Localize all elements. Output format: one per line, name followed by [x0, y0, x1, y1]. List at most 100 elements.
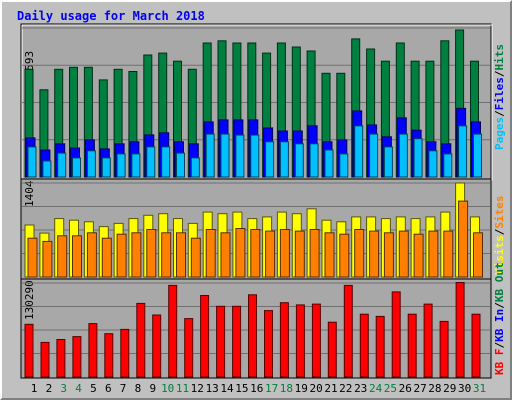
x-tick-label: 26 — [399, 382, 412, 395]
bar-sites — [57, 235, 68, 278]
x-tick-label: 6 — [105, 382, 112, 395]
x-tick-label: 24 — [369, 382, 383, 395]
bar-sites — [413, 233, 424, 278]
bar-sites — [339, 233, 350, 278]
legend-visits-sites: Visits/Sites — [493, 196, 506, 276]
bar-sites — [190, 237, 201, 278]
y-max-label-visits: 1404 — [23, 180, 36, 207]
bar-kbf — [152, 314, 162, 378]
x-tick-label: 22 — [339, 382, 352, 395]
legend-kbin: KB In — [493, 309, 506, 342]
x-tick-label: 20 — [309, 382, 322, 395]
x-tick-label: 16 — [250, 382, 263, 395]
bar-pages — [473, 133, 482, 178]
bar-kbf — [375, 315, 385, 378]
bar-pages — [101, 157, 111, 178]
x-tick-label: 13 — [206, 382, 219, 395]
bar-sites — [443, 230, 454, 278]
bar-pages — [309, 143, 319, 178]
bar-kbf — [104, 333, 114, 378]
bar-kbf — [359, 313, 369, 378]
bar-sites — [235, 228, 246, 278]
bar-kbf — [439, 320, 449, 378]
x-tick-label: 4 — [75, 382, 82, 395]
bar-pages — [398, 133, 408, 178]
bar-sites — [458, 200, 469, 278]
bar-pages — [131, 153, 141, 178]
bar-pages — [161, 146, 171, 178]
bar-kbf — [279, 302, 289, 378]
bar-kbf — [248, 294, 257, 378]
bar-pages — [443, 153, 453, 178]
x-axis-labels: 1 2 3 4 5 6 7 8 9 10 11 12 13 14 15 16 17 18 19 20 21 22 23 24 2… — [31, 382, 486, 395]
bar-sites — [398, 230, 409, 278]
bar-sites — [428, 230, 439, 278]
bar-sites — [42, 240, 53, 278]
bar-kbf — [471, 313, 481, 378]
bar-sites — [279, 229, 290, 278]
x-tick-label: 18 — [280, 382, 293, 395]
bar-pages — [324, 149, 334, 178]
x-tick-label: 30 — [458, 382, 471, 395]
bar-kbf — [88, 323, 98, 378]
x-tick-label: 12 — [191, 382, 204, 395]
chart-title: Daily usage for March 2018 — [17, 9, 205, 23]
bar-sites — [131, 232, 142, 278]
bar-sites — [369, 230, 380, 278]
bar-pages — [383, 146, 393, 178]
bar-kbf — [311, 303, 321, 378]
bar-kbf — [56, 339, 66, 378]
x-tick-label: 23 — [354, 382, 367, 395]
bar-kbf — [232, 305, 242, 378]
x-tick-label: 14 — [220, 382, 234, 395]
bar-kbf — [295, 304, 305, 378]
bar-pages — [279, 141, 289, 178]
x-tick-label: 7 — [120, 382, 127, 395]
bar-pages — [265, 141, 275, 178]
bar-kbf — [455, 282, 465, 378]
bar-pages — [86, 150, 96, 178]
bar-sites — [294, 230, 305, 278]
bar-pages — [116, 153, 126, 178]
bar-kbf — [327, 321, 337, 378]
bar-sites — [220, 232, 231, 278]
bar-pages — [42, 160, 52, 178]
x-tick-label: 9 — [149, 382, 156, 395]
bar-sites — [354, 229, 365, 278]
bar-kbf — [72, 336, 82, 378]
bar-pages — [27, 146, 37, 178]
bar-sites — [161, 232, 172, 278]
x-tick-label: 1 — [31, 382, 38, 395]
bar-kbf — [40, 341, 50, 378]
bar-pages — [146, 146, 156, 178]
bar-kbf — [24, 323, 34, 378]
x-tick-label: 19 — [295, 382, 308, 395]
bar-kbf — [184, 318, 194, 378]
bar-kbf — [120, 328, 130, 378]
legend-kb: KB F/KB In/KB Out — [493, 262, 506, 375]
bar-sites — [205, 229, 216, 278]
y-max-label-kb: 130290 — [23, 280, 36, 320]
x-tick-label: 29 — [443, 382, 456, 395]
x-tick-label: 3 — [60, 382, 67, 395]
x-tick-label: 25 — [384, 382, 397, 395]
legend-sites: Sites — [493, 196, 506, 229]
bar-kbf — [407, 313, 417, 378]
x-tick-label: 11 — [176, 382, 189, 395]
legend-kbf: KB F — [493, 349, 506, 376]
bar-sites — [383, 232, 394, 278]
bar-sites — [176, 232, 186, 278]
bar-kbf — [216, 305, 226, 378]
x-tick-label: 2 — [46, 382, 53, 395]
x-tick-label: 5 — [90, 382, 97, 395]
bar-pages — [57, 152, 67, 178]
x-tick-label: 17 — [265, 382, 278, 395]
bar-pages — [369, 133, 379, 178]
bar-pages — [176, 152, 185, 178]
bar-sites — [309, 229, 320, 278]
bar-sites — [146, 229, 157, 278]
bar-pages — [72, 157, 81, 178]
bar-sites — [27, 237, 38, 278]
bar-sites — [473, 232, 483, 278]
